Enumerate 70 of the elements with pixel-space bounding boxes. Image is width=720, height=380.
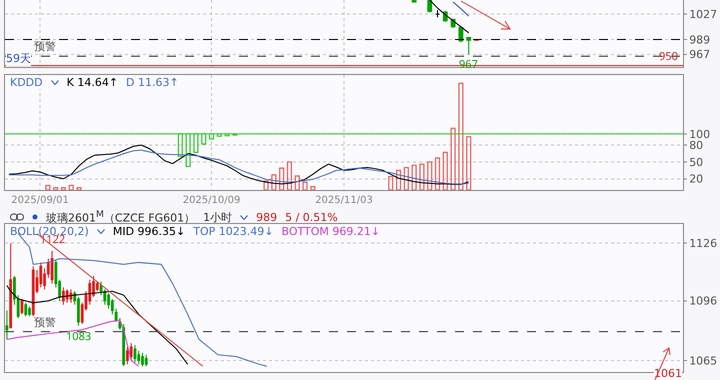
y-tick-label: 967 bbox=[689, 48, 710, 62]
candlestick bbox=[141, 352, 144, 367]
ref-line-label: 预警 bbox=[34, 315, 56, 330]
candlestick bbox=[28, 306, 31, 317]
candlestick bbox=[144, 354, 148, 367]
ref-line-label: 950 bbox=[659, 49, 678, 64]
candlestick bbox=[69, 288, 72, 304]
y-tick-label: 1126 bbox=[689, 237, 718, 250]
bar bbox=[310, 186, 316, 190]
y-tick-label: 20 bbox=[689, 172, 704, 186]
bar bbox=[466, 136, 472, 190]
bar bbox=[279, 168, 284, 190]
annotation: K 14.64↑ bbox=[66, 76, 118, 89]
chart-title: 玻璃2601$^{M}$（CZCE FG601） bbox=[46, 209, 196, 226]
annotation: 1083 bbox=[66, 329, 92, 344]
line-series bbox=[429, 0, 470, 34]
x-tick-label: 2025/10/09 bbox=[182, 195, 240, 206]
bar bbox=[419, 164, 424, 190]
candlestick bbox=[9, 242, 12, 328]
text: 5 / 0.51% bbox=[285, 210, 338, 224]
candlestick bbox=[458, 26, 464, 43]
candlestick bbox=[62, 286, 65, 306]
bar bbox=[294, 175, 300, 190]
y-tick-label: 80 bbox=[689, 138, 704, 152]
annotation: MID 996.35↓ bbox=[112, 225, 186, 238]
bar bbox=[302, 182, 308, 190]
text: 989 bbox=[256, 210, 278, 224]
bar bbox=[68, 184, 74, 190]
annotation: D 11.63↑ bbox=[126, 76, 179, 89]
bar bbox=[458, 82, 464, 190]
candlestick bbox=[134, 344, 136, 363]
candlestick bbox=[412, 0, 417, 4]
candlestick bbox=[66, 288, 69, 304]
y-tick-label: 989 bbox=[689, 33, 710, 46]
line-series bbox=[6, 285, 188, 365]
bar bbox=[404, 166, 409, 190]
y-tick-label: 100 bbox=[689, 128, 710, 141]
chart-title: KDDD bbox=[10, 76, 43, 89]
annotation: 59天 bbox=[6, 51, 31, 66]
candlestick bbox=[20, 298, 24, 315]
bar bbox=[286, 161, 292, 190]
y-tick-label: 50 bbox=[689, 156, 704, 169]
candlestick bbox=[24, 302, 28, 317]
bar bbox=[434, 157, 440, 190]
bar bbox=[450, 128, 456, 190]
bar bbox=[388, 176, 394, 190]
bar bbox=[53, 187, 58, 190]
candlestick bbox=[50, 250, 54, 284]
bar bbox=[412, 164, 417, 190]
candlestick bbox=[466, 36, 472, 55]
bar bbox=[442, 152, 448, 190]
bar bbox=[60, 187, 66, 190]
annotation: TOP 1023.49↓ bbox=[193, 225, 274, 238]
ref-line-label: 预警 bbox=[34, 39, 56, 54]
bar bbox=[76, 187, 82, 190]
x-tick-label: 2025/11/03 bbox=[315, 195, 373, 206]
candlestick bbox=[126, 346, 129, 365]
bar bbox=[396, 170, 402, 190]
x-tick-label: 2025/09/01 bbox=[11, 195, 69, 206]
y-tick-label: 1096 bbox=[689, 294, 718, 308]
bar bbox=[45, 184, 50, 190]
text: 1小时 bbox=[203, 210, 232, 225]
candlestick bbox=[5, 310, 8, 340]
y-tick-label: 1065 bbox=[689, 354, 718, 368]
candlestick bbox=[435, 10, 440, 18]
bar bbox=[264, 180, 269, 190]
annotation: BOTTOM 969.21↓ bbox=[281, 225, 380, 238]
bar bbox=[427, 161, 432, 190]
bar bbox=[271, 174, 276, 190]
y-tick-label: 1027 bbox=[689, 8, 718, 21]
